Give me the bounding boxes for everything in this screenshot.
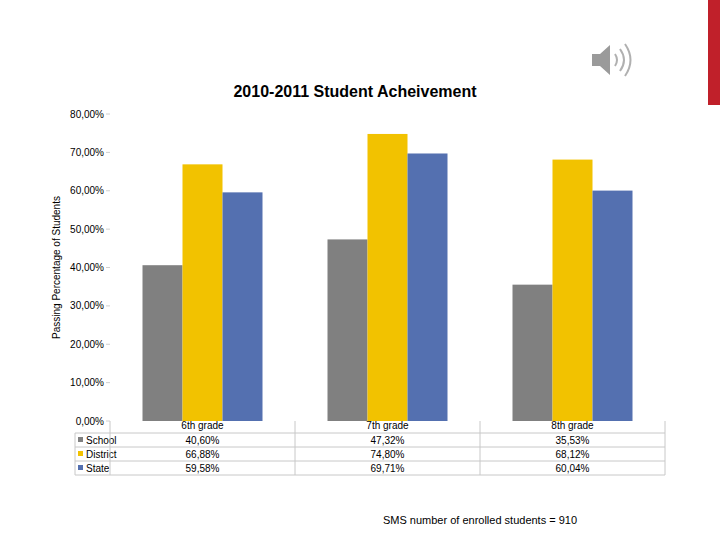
y-tick xyxy=(106,267,110,268)
y-tick-label: 50,00% xyxy=(70,224,104,235)
table-line xyxy=(295,421,296,475)
table-line xyxy=(75,475,665,476)
speaker-icon xyxy=(592,44,631,76)
y-tick xyxy=(106,344,110,345)
y-tick-label: 40,00% xyxy=(70,262,104,273)
y-tick-label: 60,00% xyxy=(70,185,104,196)
bar xyxy=(593,191,633,421)
y-tick xyxy=(106,152,110,153)
value-label: 68,12% xyxy=(556,449,590,460)
value-label: 74,80% xyxy=(371,449,405,460)
value-label: 35,53% xyxy=(556,435,590,446)
annotation: SMS number of enrolled students = 910 xyxy=(383,514,577,526)
edge-bar xyxy=(708,0,720,105)
speaker-body xyxy=(592,45,610,75)
category-label: 7th grade xyxy=(366,420,409,431)
table-line xyxy=(75,433,76,475)
value-label: 66,88% xyxy=(186,449,220,460)
y-tick-label: 70,00% xyxy=(70,147,104,158)
category-label: 6th grade xyxy=(181,420,224,431)
value-label: 59,58% xyxy=(186,463,220,474)
y-tick-label: 10,00% xyxy=(70,377,104,388)
bar xyxy=(223,192,263,421)
bar xyxy=(408,153,448,421)
y-tick-label: 0,00% xyxy=(76,416,104,427)
y-axis: 0,00% 10,00% 20,00% 30,00% 40,00% 50,00% 60,00… xyxy=(70,109,110,427)
bar xyxy=(143,265,183,421)
legend-label: State xyxy=(86,463,110,474)
title: 2010-2011 Student Acheivement xyxy=(233,83,477,100)
bar xyxy=(368,134,408,421)
bar xyxy=(553,160,593,421)
y-tick xyxy=(106,114,110,115)
data-table: 6th grade 7th grade 8th grade School 40,60% 4… xyxy=(75,420,665,475)
y-tick xyxy=(106,421,110,422)
table-line xyxy=(75,447,665,448)
table-line xyxy=(75,461,665,462)
speaker-waves xyxy=(615,44,631,76)
y-tick-label: 20,00% xyxy=(70,339,104,350)
table-line xyxy=(75,433,665,434)
chart: 2010-2011 Student Acheivement Passing Per… xyxy=(0,0,720,540)
y-tick xyxy=(106,190,110,191)
bars xyxy=(143,134,633,421)
y-axis-label: Passing Percentage of Students xyxy=(51,196,62,339)
value-label: 40,60% xyxy=(186,435,220,446)
bar xyxy=(328,239,368,421)
y-tick xyxy=(106,229,110,230)
bar xyxy=(513,285,553,421)
y-tick-label: 30,00% xyxy=(70,300,104,311)
value-label: 47,32% xyxy=(371,435,405,446)
table-line xyxy=(480,421,481,475)
legend-swatch xyxy=(78,465,83,470)
bar xyxy=(183,164,223,421)
y-tick-label: 80,00% xyxy=(70,109,104,120)
table-line xyxy=(110,421,111,475)
value-label: 69,71% xyxy=(371,463,405,474)
y-tick xyxy=(106,305,110,306)
legend-label: District xyxy=(86,449,117,460)
value-label: 60,04% xyxy=(556,463,590,474)
category-label: 8th grade xyxy=(551,420,594,431)
legend-swatch xyxy=(78,451,83,456)
legend-label: School xyxy=(86,435,117,446)
legend-swatch xyxy=(78,437,83,442)
y-tick xyxy=(106,382,110,383)
table-line xyxy=(665,421,666,475)
